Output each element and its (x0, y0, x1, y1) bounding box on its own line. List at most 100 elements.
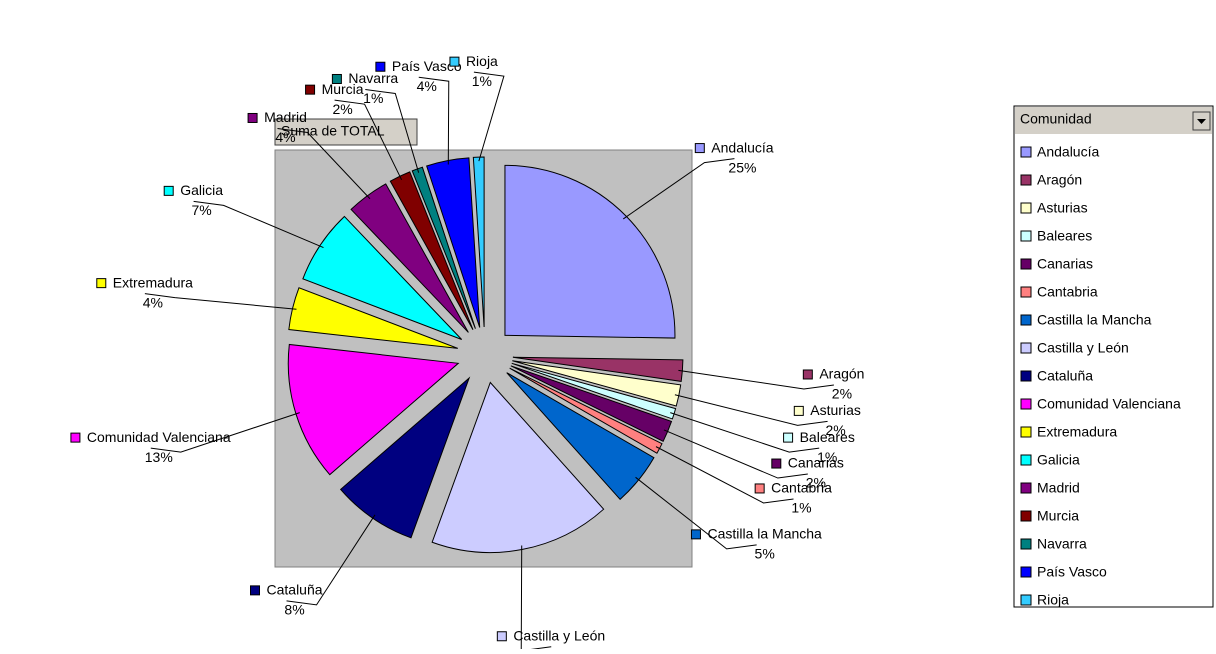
leader-line (473, 71, 505, 162)
data-label-key (793, 405, 804, 416)
data-label-value: 2% (806, 475, 826, 491)
legend-swatch (1020, 594, 1032, 606)
data-label-name: Aragón (819, 366, 864, 382)
legend-label: Rioja (1037, 592, 1069, 608)
data-label-name: Cataluña (267, 582, 323, 598)
field-button[interactable]: Suma de TOTAL (274, 118, 418, 146)
legend-swatch (1020, 482, 1032, 494)
leader-line (674, 394, 828, 426)
legend-label: Asturias (1037, 200, 1088, 216)
legend-label: Baleares (1037, 228, 1092, 244)
data-label-value: 2% (832, 386, 852, 402)
legend-swatch (1020, 454, 1032, 466)
legend-swatch (1020, 202, 1032, 214)
legend-swatch (1020, 230, 1032, 242)
legend-header[interactable] (1015, 107, 1212, 134)
data-label-value: 4% (143, 294, 163, 310)
leader-line (334, 99, 403, 181)
legend-swatch (1020, 398, 1032, 410)
data-label-key (694, 143, 705, 154)
data-label-key (802, 369, 813, 380)
legend-label: Aragón (1037, 172, 1082, 188)
leader-line (193, 200, 324, 249)
leader-line (286, 514, 376, 606)
data-label-key (163, 185, 174, 196)
data-label-value: 2% (825, 422, 845, 438)
legend-label: Comunidad Valenciana (1037, 396, 1181, 412)
legend-swatch (1020, 566, 1032, 578)
data-label-key (771, 458, 782, 469)
data-label-value: 4% (417, 78, 437, 94)
data-label-key (305, 84, 316, 95)
legend-swatch (1020, 538, 1032, 550)
data-label-value: 1% (363, 90, 383, 106)
legend-swatch (1020, 342, 1032, 354)
button-frame (274, 118, 418, 146)
leader-line (622, 158, 735, 220)
legend-label: Madrid (1037, 480, 1080, 496)
legend-swatch (1020, 146, 1032, 158)
legend-label: Cantabria (1037, 284, 1098, 300)
legend-swatch (1020, 426, 1032, 438)
data-label-name: Baleares (800, 429, 855, 445)
leader-line (418, 76, 450, 165)
data-label-name: Comunidad Valenciana (87, 429, 231, 445)
data-label-key (690, 529, 701, 540)
dropdown-arrow (1197, 119, 1206, 124)
data-labels: Andalucía25%Aragón2%Asturias2%Baleares1%… (70, 53, 864, 654)
data-label-name: Galicia (180, 182, 223, 198)
data-label-key (783, 432, 794, 443)
data-label-value: 1% (791, 500, 811, 516)
legend-swatch (1020, 174, 1032, 186)
legend-swatch (1020, 314, 1032, 326)
pie-slice (302, 215, 463, 340)
leader-line (144, 293, 297, 310)
data-label-key (331, 73, 342, 84)
legend-swatch (1020, 258, 1032, 270)
legend-swatch (1020, 510, 1032, 522)
data-label-key (247, 112, 258, 123)
pie (287, 156, 684, 553)
legend-label: Murcia (1037, 508, 1079, 524)
legend-label: Navarra (1037, 536, 1087, 552)
leader-line (663, 429, 808, 479)
data-label-key (496, 631, 507, 642)
data-label-key (70, 432, 81, 443)
data-label-name: Rioja (466, 53, 498, 69)
leader-line (635, 476, 757, 550)
data-label-value: 2% (332, 101, 352, 117)
data-label-value: 13% (145, 449, 173, 465)
data-label-name: Navarra (348, 70, 398, 86)
legend-label: Castilla y León (1037, 340, 1129, 356)
data-label-name: Canarias (788, 455, 844, 471)
leader-line (277, 127, 371, 200)
leader-line (678, 369, 834, 390)
legend-label: Canarias (1037, 256, 1093, 272)
legend-label: Extremadura (1037, 424, 1117, 440)
leader-line (150, 412, 300, 453)
pie-slice (288, 287, 458, 349)
data-label-name: Cantabria (771, 480, 832, 496)
data-label-value: 1% (472, 73, 492, 89)
leader-line (365, 88, 420, 173)
legend-label: Cataluña (1037, 368, 1093, 384)
legend-box (1013, 105, 1214, 608)
leader-line (670, 412, 820, 453)
data-label-key (754, 483, 765, 494)
data-label-name: Andalucía (711, 139, 773, 155)
legend: Andalucía Aragón Asturias Baleares Canarias C… (1020, 144, 1181, 608)
legend-label: Andalucía (1037, 144, 1099, 160)
legend-label: Castilla la Mancha (1037, 312, 1152, 328)
data-label-value: 5% (755, 546, 775, 562)
data-label-value: 25% (728, 159, 756, 175)
data-label-key (250, 585, 261, 596)
pie-slice (472, 156, 485, 328)
data-label-value: 4% (275, 129, 295, 145)
data-label-key (96, 278, 107, 289)
legend-swatch (1020, 370, 1032, 382)
pie-slice (426, 157, 481, 328)
leader-line (655, 446, 794, 504)
legend-title: Comunidad (1020, 111, 1092, 127)
